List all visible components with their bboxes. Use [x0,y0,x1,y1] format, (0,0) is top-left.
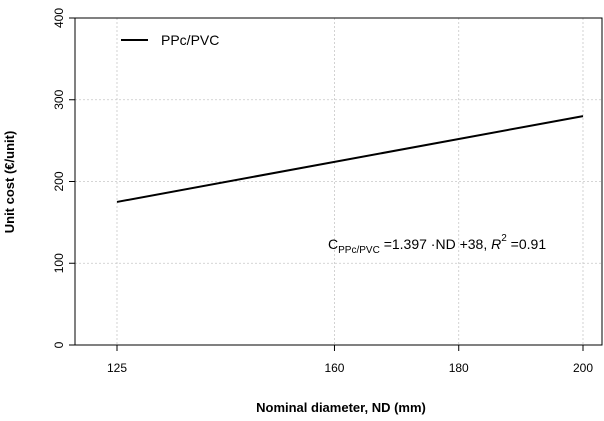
y-tick-label: 100 [52,253,66,273]
equation-superscript: 2 [501,233,507,244]
x-tick-label: 125 [107,361,127,375]
regression-equation: CPPc/PVC =1.397 ·ND +38, R2 =0.91 [328,233,546,256]
y-tick-label: 200 [52,171,66,191]
y-tick-label: 0 [52,341,66,348]
legend: PPc/PVC [121,32,219,48]
x-axis: 125 160 180 200 [107,345,593,375]
series-line-ppc-pvc [116,115,584,203]
legend-label-ppc-pvc: PPc/PVC [161,32,219,48]
y-tick-label: 300 [52,89,66,109]
plot-frame [74,17,603,346]
x-tick-label: 200 [573,361,593,375]
y-axis-title: Unit cost (€/unit) [2,131,17,234]
equation-r-symbol: R [491,236,501,252]
x-tick-label: 180 [449,361,469,375]
equation-prefix: C [328,236,338,252]
equation-r2-value: =0.91 [507,236,547,252]
series-layer [116,115,584,203]
equation-subscript: PPc/PVC [338,245,380,256]
x-tick-label: 160 [324,361,344,375]
y-tick-label: 400 [52,8,66,28]
y-axis: 0 100 200 300 400 [52,8,75,348]
x-axis-title: Nominal diameter, ND (mm) [256,400,426,415]
equation-body: =1.397 ·ND +38, [380,236,491,252]
grid [75,18,602,345]
